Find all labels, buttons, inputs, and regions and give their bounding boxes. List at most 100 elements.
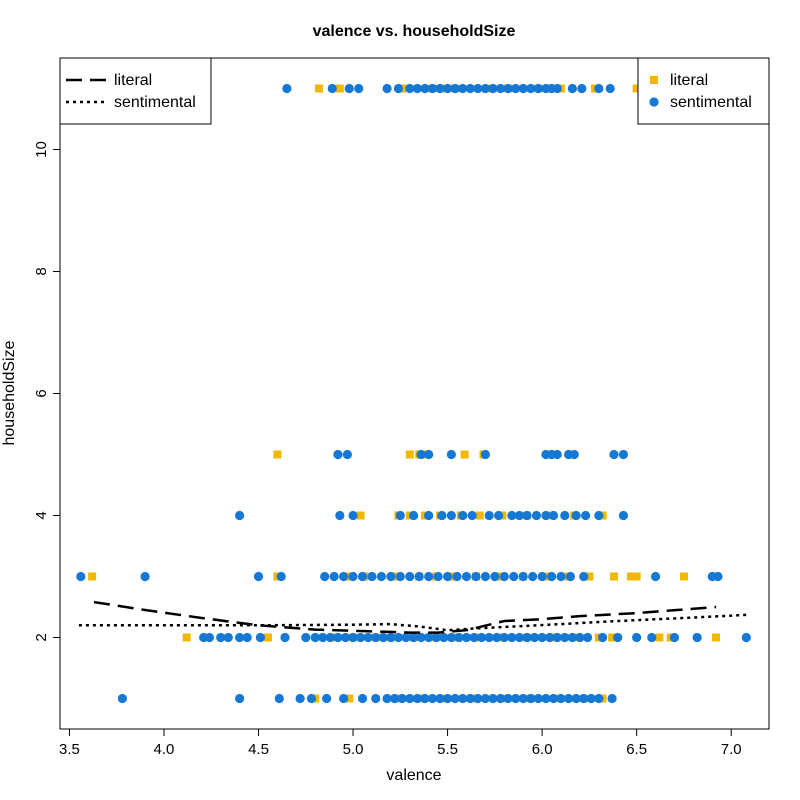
point-sentimental [556,693,566,704]
point-sentimental [242,632,252,643]
point-sentimental [632,632,642,643]
point-sentimental [507,632,517,643]
x-tick-label: 5.5 [437,741,458,758]
point-sentimental [405,693,415,704]
point-sentimental [140,571,150,582]
point-sentimental [594,693,604,704]
points-layer [76,83,751,704]
point-sentimental [348,510,358,521]
point-sentimental [607,693,617,704]
point-sentimental [511,83,521,94]
point-sentimental [503,83,513,94]
y-tick-label: 6 [33,389,50,397]
point-sentimental [575,632,585,643]
point-sentimental [405,571,415,582]
point-sentimental [435,693,445,704]
point-sentimental [618,449,629,460]
point-sentimental [537,571,547,582]
point-sentimental [492,632,502,643]
y-tick-label: 8 [33,267,50,275]
point-sentimental [548,510,559,521]
point-sentimental [397,693,407,704]
legend-label-sentimental: sentimental [670,94,752,111]
point-sentimental [465,83,475,94]
point-sentimental [390,693,400,704]
point-sentimental [473,693,483,704]
legend-marker-literal [650,76,658,84]
point-sentimental [348,571,358,582]
legend-label-literal: literal [114,72,152,89]
point-sentimental [569,449,579,460]
point-literal [405,450,414,459]
point-sentimental [371,632,381,643]
point-sentimental [342,449,352,460]
point-sentimental [442,83,453,94]
point-sentimental [416,449,426,460]
point-sentimental [416,632,426,643]
point-literal [626,572,635,581]
x-axis: 3.5 4.0 4.5 5.0 5.5 6.0 6.5 7.0 [59,728,742,758]
point-sentimental [692,632,702,643]
point-sentimental [458,693,468,704]
point-sentimental [582,632,593,643]
point-sentimental [395,510,405,521]
point-sentimental [488,83,498,94]
point-sentimental [274,693,284,704]
point-literal [655,633,664,642]
point-literal [263,633,272,642]
y-tick-label: 2 [33,633,50,641]
trend-line-sentimental [78,613,747,632]
point-sentimental [439,632,449,643]
point-sentimental [424,632,434,643]
point-sentimental [488,693,498,704]
point-sentimental [741,632,751,643]
point-sentimental [393,632,404,643]
point-sentimental [253,571,264,582]
point-sentimental [216,632,226,643]
point-sentimental [511,693,521,704]
point-sentimental [386,632,396,643]
point-sentimental [408,632,419,643]
x-tick-label: 5.0 [343,741,364,758]
point-sentimental [503,693,513,704]
point-literal [712,633,721,642]
point-sentimental [357,571,368,582]
point-sentimental [552,83,562,94]
point-sentimental [531,510,542,521]
point-sentimental [204,632,214,643]
y-tick-label: 10 [33,141,50,158]
point-literal [356,511,365,520]
point-sentimental [450,693,460,704]
point-sentimental [223,632,233,643]
point-sentimental [333,449,343,460]
point-sentimental [446,449,456,460]
point-sentimental [255,632,266,643]
point-sentimental [295,693,305,704]
point-sentimental [452,571,462,582]
point-sentimental [335,510,345,521]
point-sentimental [522,510,532,521]
point-sentimental [367,571,377,582]
point-sentimental [526,83,536,94]
point-sentimental [477,632,487,643]
point-sentimental [533,693,543,704]
point-sentimental [494,510,504,521]
legend-markers-box [637,57,770,125]
point-sentimental [495,693,506,704]
point-sentimental [458,83,468,94]
point-sentimental [560,510,570,521]
x-tick-label: 4.0 [154,741,175,758]
point-sentimental [76,571,86,582]
point-sentimental [420,693,430,704]
point-sentimental [280,632,290,643]
point-sentimental [325,632,335,643]
point-literal [345,694,354,703]
point-sentimental [458,510,468,521]
point-sentimental [529,632,540,643]
point-sentimental [518,693,528,704]
point-sentimental [348,632,358,643]
point-sentimental [594,83,604,94]
point-sentimental [528,571,538,582]
point-literal [585,572,594,581]
point-sentimental [408,510,419,521]
